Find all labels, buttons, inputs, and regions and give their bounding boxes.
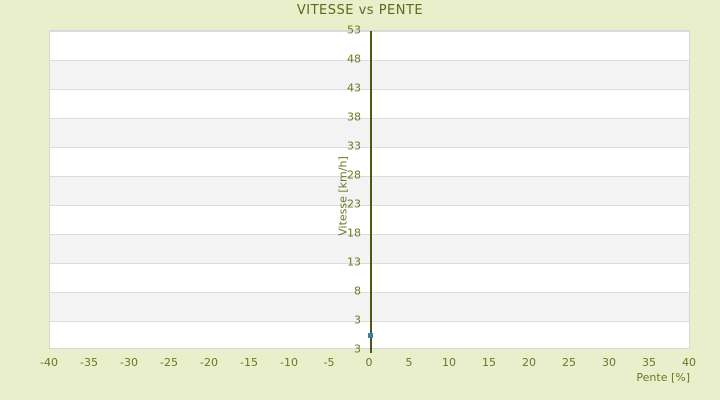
x-tick-label: 35	[642, 356, 656, 369]
y-tick-label: 53	[347, 23, 361, 37]
y-tick-label: 38	[347, 110, 361, 124]
x-tick-label: 15	[482, 356, 496, 369]
x-tick-label: -25	[160, 356, 178, 369]
x-tick-label: 25	[562, 356, 576, 369]
y-tick-label: 8	[354, 284, 361, 298]
x-tick-label: 0	[365, 356, 373, 369]
y-tick-label: 28	[347, 168, 361, 182]
y-tick-label: 33	[347, 139, 361, 153]
x-tick-label: -5	[323, 356, 335, 369]
y-tick-label: 3	[354, 342, 361, 356]
y-tick-label: 3	[354, 313, 361, 327]
y-axis-title: Vitesse [km/h]	[336, 156, 350, 236]
data-point-marker	[368, 333, 373, 338]
y-tick-label: 13	[347, 255, 361, 269]
x-tick-label: -20	[200, 356, 218, 369]
x-tick-label: 5	[405, 356, 413, 369]
chart-title: VITESSE vs PENTE	[296, 3, 424, 18]
x-tick-label: -35	[80, 356, 98, 369]
x-tick-labels: -40 -35 -30 -25 -20 -15 -10 -5 0 5 10 15 20 25 30 35 40	[40, 356, 696, 371]
x-tick-label: 10	[442, 356, 456, 369]
plot-area	[49, 30, 690, 353]
y-tick-labels: 53 48 43 38 33 28 23 18 13 8 3 3	[0, 25, 361, 355]
x-tick-label: -40	[40, 356, 58, 369]
x-tick-label: -30	[120, 356, 138, 369]
zero-axis-line	[370, 31, 372, 353]
x-tick-label: 30	[602, 356, 616, 369]
x-axis-title: Pente [%]	[636, 371, 690, 384]
x-tick-label: -15	[240, 356, 258, 369]
y-tick-label: 18	[347, 226, 361, 240]
x-tick-label: 40	[682, 356, 696, 369]
x-tick-label: -10	[280, 356, 298, 369]
x-tick-label: 20	[522, 356, 536, 369]
y-tick-label: 43	[347, 81, 361, 95]
y-tick-label: 23	[347, 197, 361, 211]
y-tick-label: 48	[347, 52, 361, 66]
